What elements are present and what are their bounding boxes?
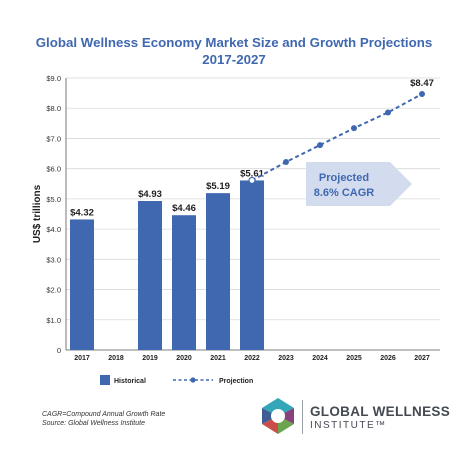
x-tick-label: 2024 xyxy=(312,355,328,362)
legend-historical-swatch xyxy=(100,375,110,385)
footnote-cagr: CAGR=Compound Annual Growth Rate xyxy=(42,411,166,418)
projection-point-2027 xyxy=(419,91,425,98)
cagr-arrow xyxy=(306,162,412,206)
legend-projection-label: Projection xyxy=(219,378,253,385)
x-tick-label: 2017 xyxy=(74,355,90,362)
bar-2017 xyxy=(70,219,94,350)
bar-label-2020: $4.46 xyxy=(172,203,196,214)
logo-line1: GLOBAL WELLNESS xyxy=(310,404,451,419)
y-tick-label: $8.0 xyxy=(46,104,61,113)
gwi-logo-mark-icon xyxy=(262,398,294,434)
footnote: CAGR=Compound Annual Growth Rate Source:… xyxy=(42,410,165,428)
y-tick-label: $4.0 xyxy=(46,225,61,234)
chart-title: Global Wellness Economy Market Size and … xyxy=(0,34,468,68)
x-tick-label: 2022 xyxy=(244,355,260,362)
bar-label-2019: $4.93 xyxy=(138,189,162,200)
projection-point-2024 xyxy=(317,142,323,149)
y-tick-label: 0 xyxy=(57,346,61,355)
bar-2019 xyxy=(138,201,162,350)
gwi-logo: GLOBAL WELLNESS INSTITUTE™ xyxy=(258,396,450,440)
projection-label-2027: $8.47 xyxy=(410,78,434,89)
legend-projection-marker xyxy=(190,377,196,383)
x-tick-label: 2021 xyxy=(210,355,226,362)
footnote-source: Source: Global Wellness Institute xyxy=(42,420,145,427)
x-tick-label: 2025 xyxy=(346,355,362,362)
bar-2022 xyxy=(240,180,264,350)
logo-center xyxy=(271,409,285,423)
chart-title-line1: Global Wellness Economy Market Size and … xyxy=(35,35,433,50)
bar-label-2021: $5.19 xyxy=(206,181,230,192)
y-tick-label: $7.0 xyxy=(46,134,61,143)
y-tick-label: $6.0 xyxy=(46,165,61,174)
logo-line2: INSTITUTE™ xyxy=(310,420,387,431)
y-axis-label: US$ trillions xyxy=(32,184,43,243)
x-tick-label: 2023 xyxy=(278,355,294,362)
x-tick-label: 2019 xyxy=(142,355,158,362)
projection-point-2026 xyxy=(385,109,391,116)
y-tick-label: $3.0 xyxy=(46,255,61,264)
cagr-annotation-line1: Projected xyxy=(319,172,369,184)
y-tick-label: $2.0 xyxy=(46,286,61,295)
projection-point-2025 xyxy=(351,125,357,132)
bar-label-2022: $5.61 xyxy=(240,168,264,179)
bar-label-2017: $4.32 xyxy=(70,207,94,218)
logo-divider xyxy=(302,400,303,434)
logo-text: GLOBAL WELLNESS INSTITUTE™ xyxy=(310,404,450,432)
projection-point-2022 xyxy=(248,176,256,185)
legend-historical-label: Historical xyxy=(114,378,146,385)
x-tick-label: 2018 xyxy=(108,355,124,362)
chart-title-line2: 2017-2027 xyxy=(202,52,266,67)
x-tick-label: 2026 xyxy=(380,355,396,362)
logo-petal-1 xyxy=(278,408,294,424)
y-tick-label: $9.0 xyxy=(46,74,61,83)
logo-petal-4 xyxy=(262,408,278,424)
cagr-annotation-line2: 8.6% CAGR xyxy=(314,187,375,199)
projection-point-2023 xyxy=(283,159,289,166)
y-tick-label: $5.0 xyxy=(46,195,61,204)
bar-2020 xyxy=(172,215,196,350)
x-tick-label: 2020 xyxy=(176,355,192,362)
x-tick-label: 2027 xyxy=(414,355,430,362)
y-tick-label: $1.0 xyxy=(46,316,61,325)
bar-2021 xyxy=(206,193,230,350)
